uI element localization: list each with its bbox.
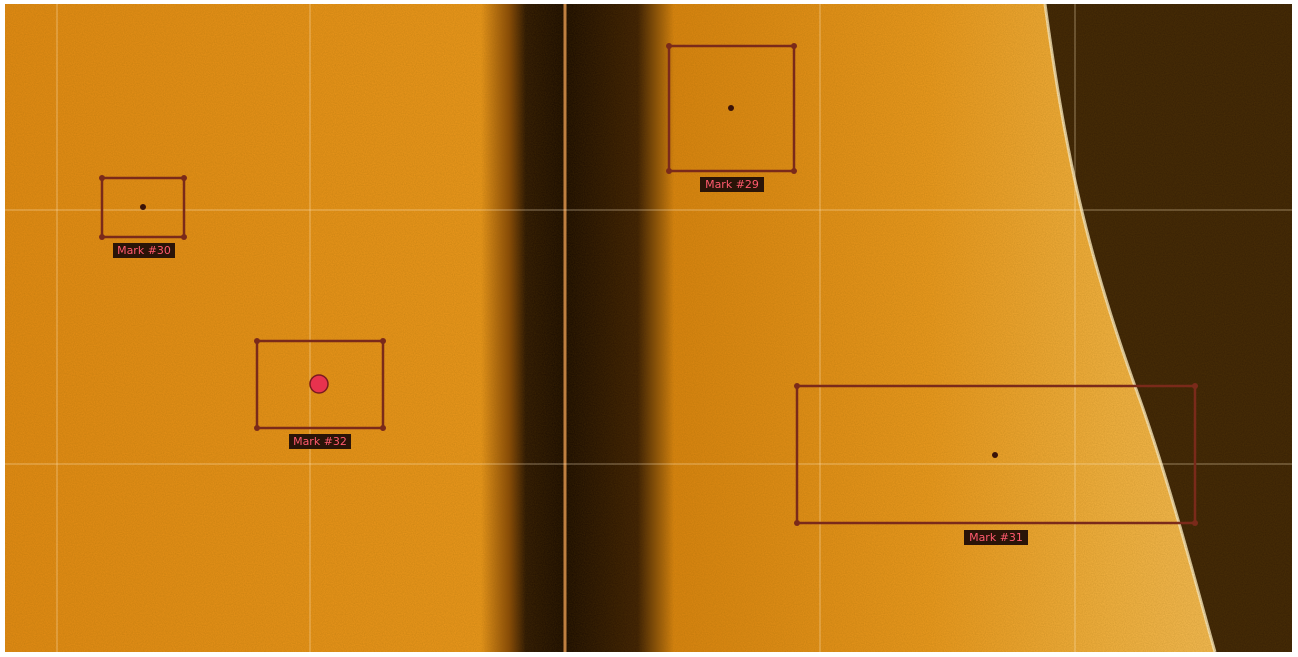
handle[interactable] <box>791 168 797 174</box>
handle[interactable] <box>666 43 672 49</box>
handle[interactable] <box>791 43 797 49</box>
handle[interactable] <box>380 338 386 344</box>
sonar-view: Mark #30 Mark #32 Mark #29 Mark #31 <box>0 0 1298 657</box>
handle[interactable] <box>254 338 260 344</box>
handle[interactable] <box>99 234 105 240</box>
selected-center[interactable] <box>310 375 328 393</box>
page: Mark #30 Mark #32 Mark #29 Mark #31 (() … <box>0 0 1298 657</box>
handle[interactable] <box>254 425 260 431</box>
handle[interactable] <box>794 520 800 526</box>
mark-label: Mark #32 <box>293 435 347 448</box>
handle[interactable] <box>181 175 187 181</box>
mark-label: Mark #30 <box>117 244 171 257</box>
handle[interactable] <box>99 175 105 181</box>
mark-label: Mark #31 <box>969 531 1023 544</box>
mark-label: Mark #29 <box>705 178 759 191</box>
handle[interactable] <box>794 383 800 389</box>
handle[interactable] <box>380 425 386 431</box>
mark-center <box>728 105 734 111</box>
handle[interactable] <box>1192 520 1198 526</box>
handle[interactable] <box>1192 383 1198 389</box>
handle[interactable] <box>181 234 187 240</box>
mark-center <box>992 452 998 458</box>
handle[interactable] <box>666 168 672 174</box>
texture <box>5 4 1292 652</box>
mark-center <box>140 204 146 210</box>
